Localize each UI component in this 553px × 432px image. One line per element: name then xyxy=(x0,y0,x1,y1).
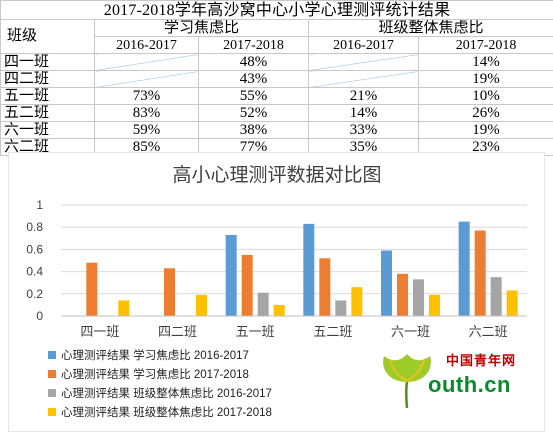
legend-item: 心理测评结果 班级整体焦虑比 2017-2018 xyxy=(48,402,272,421)
class-anxiety-2016-cell xyxy=(308,70,419,88)
stats-table: 2017-2018学年高沙窝中心小学心理测评统计结果 班级 学习焦虑比 班级整体… xyxy=(0,0,553,156)
x-category-label: 五一班 xyxy=(236,324,275,339)
y-tick-label: 0 xyxy=(36,309,43,323)
y-tick-label: 0.4 xyxy=(26,265,43,279)
study-anxiety-2016-cell: 59% xyxy=(94,121,199,139)
year-header: 2017-2018 xyxy=(198,36,309,54)
y-tick-label: 0.8 xyxy=(26,220,43,234)
study-anxiety-2016-cell xyxy=(94,70,199,88)
bar xyxy=(506,290,518,316)
study-anxiety-2017-cell: 43% xyxy=(198,70,309,88)
class-anxiety-2017-cell: 10% xyxy=(417,87,553,105)
legend-label: 心理测评结果 班级整体焦虑比 2016-2017 xyxy=(61,387,272,400)
chart-legend: 心理测评结果 学习焦虑比 2016-2017 心理测评结果 学习焦虑比 2017-… xyxy=(48,345,272,421)
bar xyxy=(335,300,347,316)
class-name-cell: 四一班 xyxy=(0,53,95,71)
bar xyxy=(429,294,440,316)
bar xyxy=(413,279,424,316)
table-row: 四二班 43% 19% xyxy=(0,70,553,88)
bar xyxy=(381,250,392,316)
year-header: 2016-2017 xyxy=(308,36,419,54)
ginkgo-leaf-logo xyxy=(383,354,431,409)
bar xyxy=(225,234,237,316)
bar xyxy=(351,287,363,316)
class-name-cell: 六一班 xyxy=(0,121,95,139)
group-header-class-anxiety: 班级整体焦虑比 xyxy=(307,19,553,37)
class-anxiety-2016-cell: 21% xyxy=(308,87,419,105)
table-body: 四一班 48% 14% 四二班 43% 19% 五一班 73% 55% 21% 10% 五二班 83% 5… xyxy=(0,53,553,156)
class-name-cell: 六二班 xyxy=(0,138,95,156)
legend-label: 心理测评结果 班级整体焦虑比 2017-2018 xyxy=(61,406,272,419)
legend-item: 心理测评结果 班级整体焦虑比 2016-2017 xyxy=(48,383,272,402)
bar xyxy=(397,273,408,316)
bar xyxy=(273,304,285,316)
bar xyxy=(241,254,253,316)
watermark-site-name: 中国青年网 xyxy=(446,353,517,368)
bar xyxy=(474,230,486,316)
bar-chart: 高小心理测评数据对比图 0 0.2 0.4 0.6 0.8 1 四一班 四二班 五一班 五二班 六一班… xyxy=(26,164,527,339)
class-anxiety-2017-cell: 19% xyxy=(417,121,553,139)
table-row: 五一班 73% 55% 21% 10% xyxy=(0,87,553,105)
class-anxiety-2016-cell xyxy=(308,53,419,71)
class-anxiety-2016-cell: 14% xyxy=(308,104,419,122)
bar xyxy=(86,262,98,316)
x-category-label: 六一班 xyxy=(391,324,430,339)
table-row: 六一班 59% 38% 33% 19% xyxy=(0,121,553,139)
study-anxiety-2017-cell: 55% xyxy=(198,87,309,105)
class-column-header: 班级 xyxy=(0,19,95,54)
x-category-label: 五二班 xyxy=(313,324,352,339)
x-category-label: 四二班 xyxy=(158,324,197,339)
legend-item: 心理测评结果 学习焦虑比 2017-2018 xyxy=(48,364,272,383)
study-anxiety-2017-cell: 48% xyxy=(198,53,309,71)
study-anxiety-2016-cell: 73% xyxy=(94,87,199,105)
year-header: 2017-2018 xyxy=(417,36,553,54)
study-anxiety-2016-cell xyxy=(94,53,199,71)
legend-label: 心理测评结果 学习焦虑比 2017-2018 xyxy=(61,368,249,381)
bar xyxy=(257,292,269,316)
bar xyxy=(164,268,175,316)
watermark-url: outh.cn xyxy=(428,372,511,397)
class-anxiety-2017-cell: 19% xyxy=(417,70,553,88)
class-anxiety-2016-cell: 33% xyxy=(308,121,419,139)
legend-item: 心理测评结果 学习焦虑比 2016-2017 xyxy=(48,345,272,364)
class-name-cell: 五一班 xyxy=(0,87,95,105)
bar xyxy=(303,223,315,316)
bar xyxy=(319,258,331,316)
class-anxiety-2017-cell: 26% xyxy=(417,104,553,122)
table-title: 2017-2018学年高沙窝中心小学心理测评统计结果 xyxy=(0,0,553,20)
legend-swatch xyxy=(48,369,56,378)
table-row: 五二班 83% 52% 14% 26% xyxy=(0,104,553,122)
legend-label: 心理测评结果 学习焦虑比 2016-2017 xyxy=(61,349,249,362)
chart-title: 高小心理测评数据对比图 xyxy=(172,164,381,186)
bar xyxy=(196,294,207,316)
x-category-label: 四一班 xyxy=(80,324,119,339)
table-group-header-row: 班级 学习焦虑比 班级整体焦虑比 xyxy=(0,19,553,54)
class-anxiety-2017-cell: 14% xyxy=(417,53,553,71)
table-row: 四一班 48% 14% xyxy=(0,53,553,71)
group-header-study-anxiety: 学习焦虑比 xyxy=(94,19,309,37)
site-watermark: 中国青年网 outh.cn xyxy=(376,348,536,410)
y-tick-label: 0.6 xyxy=(26,242,43,256)
y-tick-label: 1 xyxy=(36,198,43,212)
y-tick-label: 0.2 xyxy=(26,287,43,301)
legend-swatch xyxy=(48,350,56,359)
legend-swatch xyxy=(48,388,56,397)
x-category-label: 六二班 xyxy=(469,324,508,339)
table-title-row: 2017-2018学年高沙窝中心小学心理测评统计结果 xyxy=(0,0,553,20)
class-name-cell: 四二班 xyxy=(0,70,95,88)
study-anxiety-2016-cell: 83% xyxy=(94,104,199,122)
year-header: 2016-2017 xyxy=(94,36,199,54)
bar xyxy=(118,300,130,316)
bar xyxy=(490,277,502,316)
study-anxiety-2017-cell: 52% xyxy=(198,104,309,122)
bar xyxy=(458,221,470,316)
study-anxiety-2017-cell: 38% xyxy=(198,121,309,139)
legend-swatch xyxy=(48,407,56,416)
class-name-cell: 五二班 xyxy=(0,104,95,122)
chart-area: 高小心理测评数据对比图 0 0.2 0.4 0.6 0.8 1 四一班 四二班 五一班 五二班 六一班… xyxy=(8,152,545,432)
